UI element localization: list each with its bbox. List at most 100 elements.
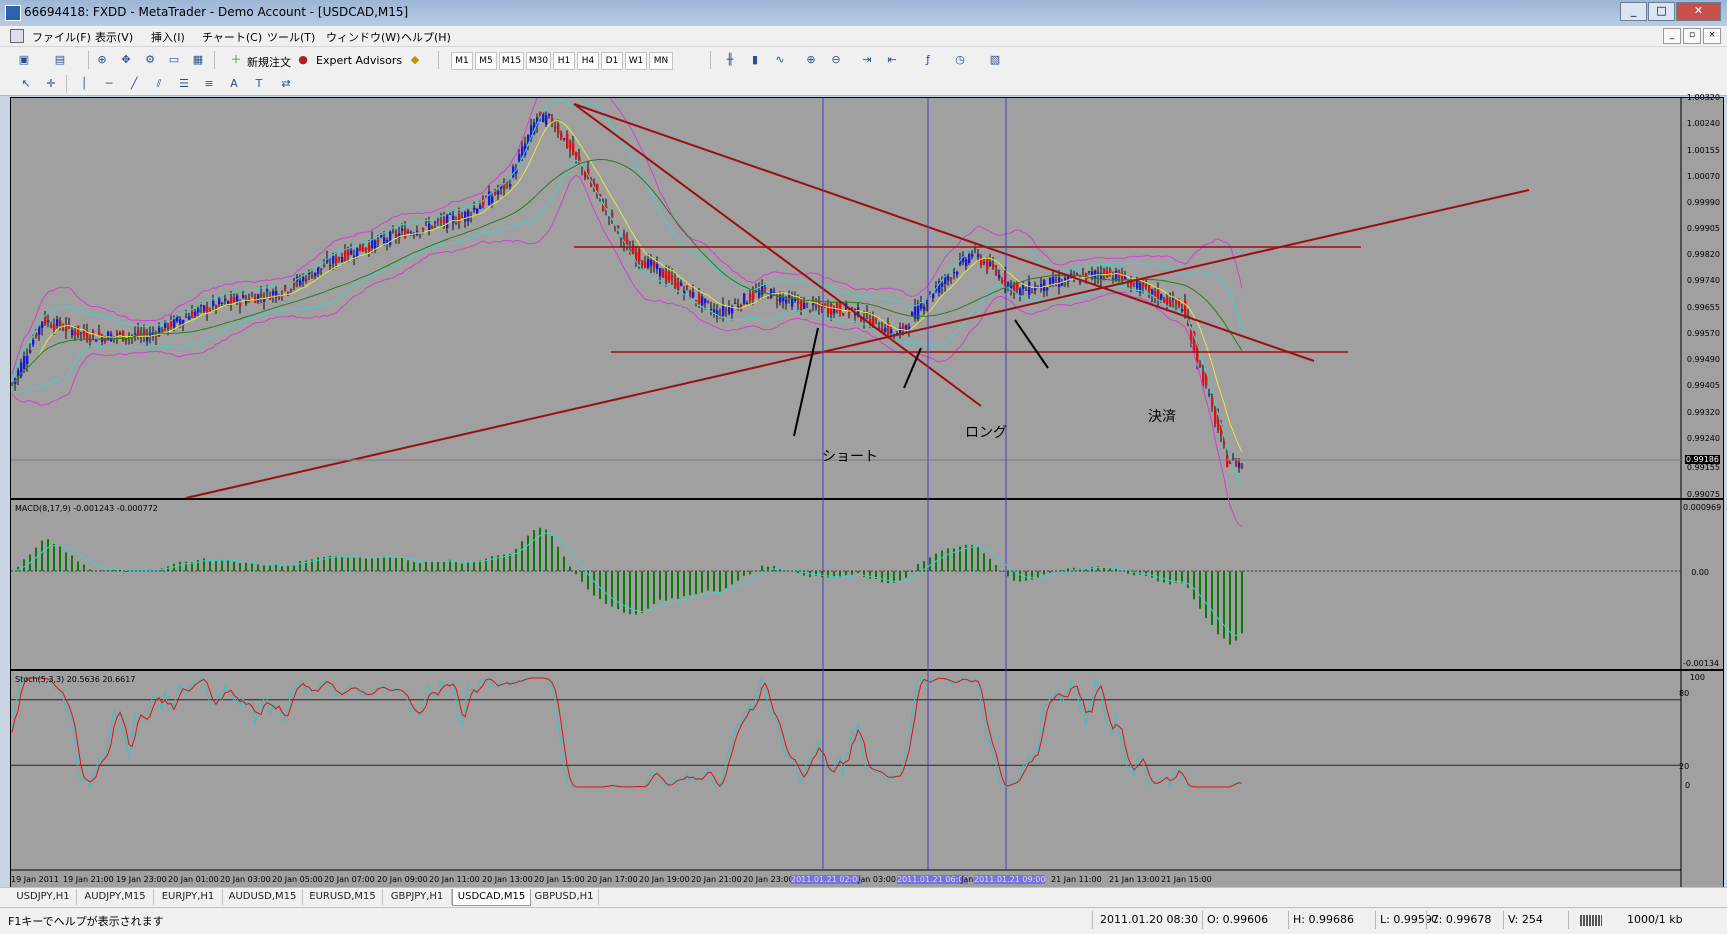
navigator-icon[interactable]: ✥ (121, 53, 131, 66)
tab-eurusd-m15[interactable]: EURUSD,M15 (303, 889, 383, 905)
expert-advisors-button[interactable]: Expert Advisors (316, 54, 403, 67)
status-volume: V: 254 (1508, 913, 1543, 926)
timeframe-h4[interactable]: H4 (577, 52, 599, 70)
candle-body (740, 304, 743, 308)
profiles-icon[interactable]: ▤ (54, 53, 66, 66)
close-button[interactable]: ✕ (1676, 2, 1721, 21)
maximize-button[interactable]: □ (1648, 2, 1675, 21)
text-tool-icon[interactable]: A (230, 77, 238, 90)
candle-body (605, 206, 608, 209)
timeframe-m5[interactable]: M5 (475, 52, 497, 70)
candle-body (1160, 294, 1163, 300)
candle-body (716, 310, 719, 317)
candle-body (269, 296, 272, 300)
equidistant-channel-icon[interactable]: ⫽ (156, 77, 162, 90)
fibonacci-retracement-icon[interactable]: ☰ (179, 77, 189, 90)
autotrading-warning-icon[interactable]: ◆ (410, 53, 420, 66)
timeframe-m15[interactable]: M15 (499, 52, 524, 70)
tab-gbpjpy-h1[interactable]: GBPJPY,H1 (383, 889, 452, 905)
timeframe-h1[interactable]: H1 (553, 52, 575, 70)
zoom-in-icon[interactable]: ⊕ (806, 53, 816, 66)
menu-help[interactable]: ヘルプ(H) (401, 31, 451, 44)
chart-shift-icon[interactable]: ⇤ (887, 53, 897, 66)
zoom-out-icon[interactable]: ⊖ (831, 53, 841, 66)
candle-body (158, 327, 161, 336)
candle-body (962, 255, 965, 263)
candle-body (1133, 282, 1136, 285)
status-help-text: F1キーでヘルプが表示されます (8, 915, 164, 928)
tab-eurjpy-h1[interactable]: EURJPY,H1 (154, 889, 223, 905)
candle-body (1010, 284, 1013, 290)
timeframe-d1[interactable]: D1 (601, 52, 623, 70)
candle-body (1061, 282, 1064, 286)
minimize-button[interactable]: _ (1620, 2, 1647, 21)
mdi-minimize-button[interactable]: _ (1663, 28, 1681, 44)
data-window-icon[interactable]: ⚙ (145, 53, 155, 66)
menu-chart[interactable]: チャート(C) (202, 31, 263, 44)
time-label: 19 Jan 23:00 (116, 875, 167, 884)
menu-window[interactable]: ウィンドウ(W) (326, 31, 401, 44)
price-chart-svg[interactable] (11, 98, 1723, 887)
tab-usdjpy-h1[interactable]: USDJPY,H1 (10, 889, 77, 905)
stochastic-layer[interactable] (11, 676, 1681, 789)
indicators-icon[interactable]: ƒ (926, 53, 930, 66)
line-chart-icon[interactable]: ∿ (775, 53, 785, 66)
candle-body (752, 291, 755, 300)
menu-insert[interactable]: 挿入(I) (151, 31, 185, 44)
periods-clock-icon[interactable]: ◷ (955, 53, 965, 66)
crosshair-icon[interactable]: ✛ (46, 77, 56, 90)
menu-tools[interactable]: ツール(T) (267, 31, 316, 44)
timeframe-m1[interactable]: M1 (451, 52, 473, 70)
candle-body (650, 259, 653, 266)
expert-advisors-icon[interactable]: ● (298, 53, 308, 66)
timeframe-w1[interactable]: W1 (625, 52, 647, 70)
candle-body (461, 217, 464, 219)
candle-body (1193, 332, 1196, 352)
tab-audusd-m15[interactable]: AUDUSD,M15 (223, 889, 303, 905)
candle-body (347, 248, 350, 257)
candle-body (875, 317, 878, 319)
menu-view[interactable]: 表示(V) (95, 31, 134, 44)
market-watch-icon[interactable]: ⊕ (97, 53, 107, 66)
menu-icon[interactable] (10, 29, 24, 43)
new-order-button[interactable]: 新規注文 (247, 56, 291, 69)
new-chart-icon[interactable]: ▣ (18, 53, 30, 66)
cursor-icon[interactable]: ↖ (21, 77, 31, 90)
candle-body (389, 231, 392, 245)
main-chart-layer[interactable] (11, 98, 1681, 870)
timeframe-mn[interactable]: MN (649, 52, 673, 70)
tab-audjpy-m15[interactable]: AUDJPY,M15 (77, 889, 154, 905)
candle-body (860, 317, 863, 321)
terminal-icon[interactable]: ▭ (168, 53, 180, 66)
candle-body (1202, 371, 1205, 385)
candlestick-icon[interactable]: ▮ (751, 53, 759, 66)
mdi-close-button[interactable]: × (1703, 28, 1721, 44)
candle-body (353, 255, 356, 259)
menu-file[interactable]: ファイル(F) (32, 31, 91, 44)
chart-window[interactable]: 1.00320 1.00240 1.00155 1.00070 0.99990 0.999… (10, 93, 1724, 888)
timeframe-m30[interactable]: M30 (526, 52, 551, 70)
new-order-icon[interactable]: ＋ (230, 53, 242, 66)
mdi-restore-button[interactable]: ▫ (1683, 28, 1701, 44)
candle-body (773, 291, 776, 293)
tab-gbpusd-h1[interactable]: GBPUSD,H1 (530, 889, 599, 905)
candle-body (1040, 283, 1043, 290)
candle-body (779, 295, 782, 303)
candle-body (107, 332, 110, 341)
templates-icon[interactable]: ▧ (989, 53, 1001, 66)
candle-body (206, 306, 209, 314)
text-label-icon[interactable]: T (255, 77, 263, 90)
tab-usdcad-m15[interactable]: USDCAD,M15 (452, 889, 531, 906)
candle-body (704, 298, 707, 304)
arrows-icon[interactable]: ⇄ (281, 77, 291, 90)
fibonacci-fan-icon[interactable]: ≡ (204, 77, 214, 90)
macd-layer[interactable] (11, 527, 1681, 645)
horizontal-line-icon[interactable]: ─ (105, 77, 113, 90)
autoscroll-icon[interactable]: ⇥ (862, 53, 872, 66)
bar-chart-icon[interactable]: ╫ (726, 53, 734, 66)
trendline-icon[interactable]: ╱ (130, 77, 138, 90)
candle-body (560, 133, 563, 139)
candle-body (428, 224, 431, 232)
vertical-line-icon[interactable]: │ (80, 77, 88, 90)
strategy-tester-icon[interactable]: ▦ (192, 53, 204, 66)
